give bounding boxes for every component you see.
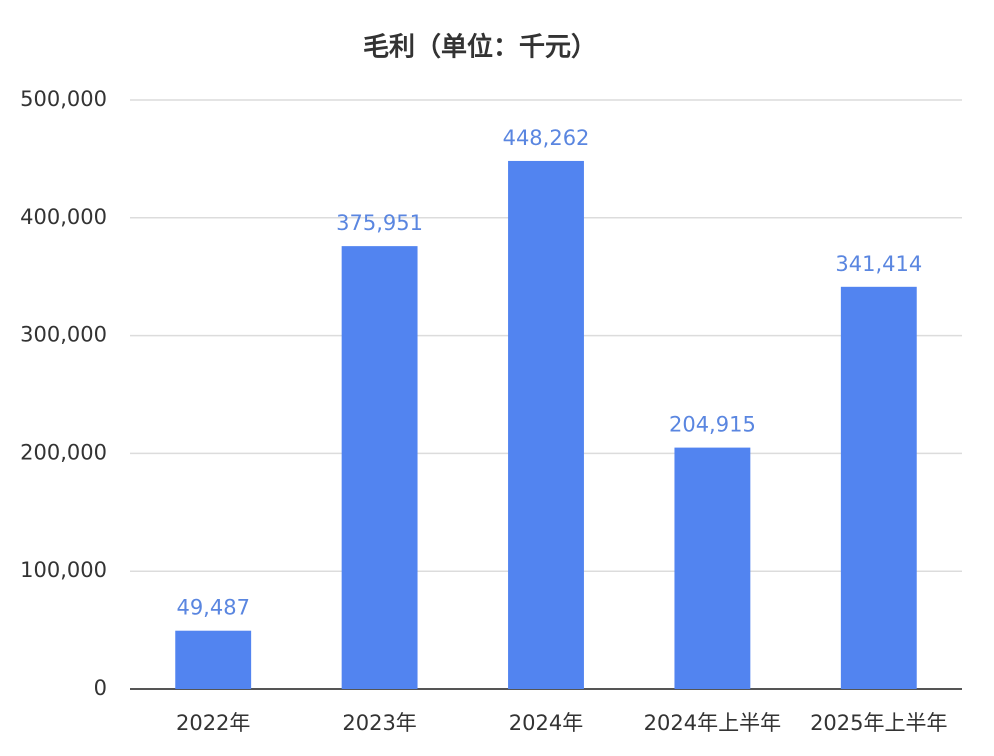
bar bbox=[508, 160, 584, 689]
value-label: 375,951 bbox=[336, 211, 423, 235]
y-tick-label: 400,000 bbox=[20, 205, 107, 229]
chart-title: 毛利（单位：千元） bbox=[363, 32, 597, 63]
bar bbox=[674, 447, 751, 689]
value-label: 49,487 bbox=[176, 596, 249, 620]
x-tick-label: 2023年 bbox=[342, 711, 416, 735]
bar bbox=[175, 630, 252, 689]
x-tick-label: 2024年上半年 bbox=[644, 711, 781, 735]
value-label: 341,414 bbox=[835, 252, 922, 276]
y-tick-label: 100,000 bbox=[20, 558, 107, 582]
y-tick-label: 0 bbox=[94, 676, 107, 700]
x-tick-label: 2024年 bbox=[509, 711, 583, 735]
bar bbox=[341, 246, 418, 690]
value-label: 204,915 bbox=[669, 413, 756, 437]
y-tick-label: 300,000 bbox=[20, 323, 107, 347]
x-tick-label: 2022年 bbox=[176, 711, 250, 735]
y-tick-label: 200,000 bbox=[20, 440, 107, 464]
x-tick-label: 2025年上半年 bbox=[810, 711, 947, 735]
bar bbox=[840, 286, 917, 689]
y-tick-label: 500,000 bbox=[20, 87, 107, 111]
value-label: 448,262 bbox=[503, 126, 590, 150]
